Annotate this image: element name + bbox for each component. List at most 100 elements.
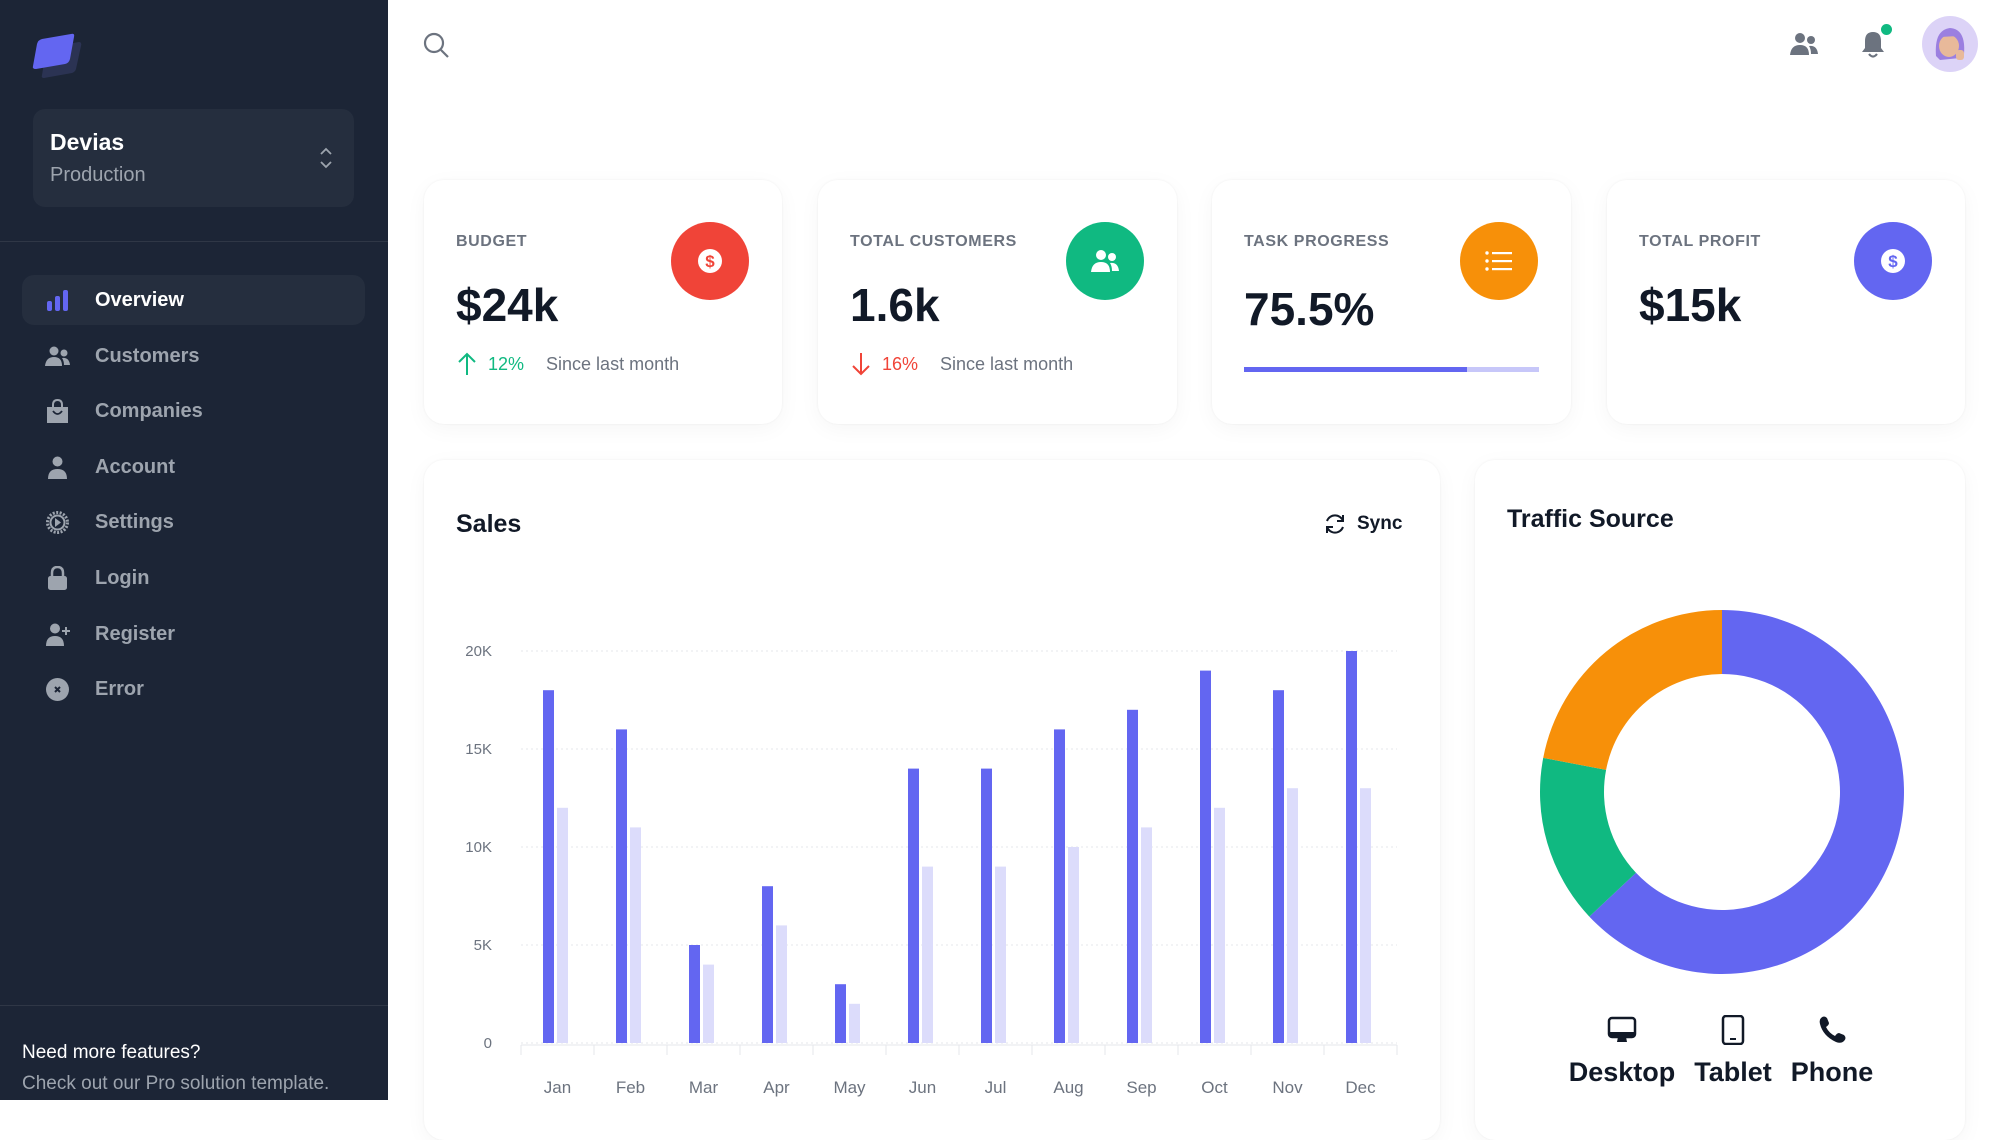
bar-jun-series-2 bbox=[922, 866, 933, 1043]
task-progress-bar bbox=[1244, 367, 1539, 372]
sidebar-item-account[interactable]: Account bbox=[22, 442, 365, 492]
x-tick-label: Feb bbox=[616, 1078, 645, 1097]
sidebar-item-overview[interactable]: Overview bbox=[22, 275, 365, 325]
desktop-icon bbox=[1607, 1016, 1637, 1042]
y-tick-label: 5K bbox=[474, 937, 492, 954]
workspace-switcher[interactable]: Devias Production bbox=[33, 109, 354, 207]
stat-trend: 16% Since last month bbox=[850, 352, 1073, 376]
users-icon bbox=[1091, 250, 1119, 272]
stat-label: TOTAL PROFIT bbox=[1639, 233, 1761, 250]
bar-sep-series-2 bbox=[1141, 827, 1152, 1043]
sync-label: Sync bbox=[1357, 513, 1403, 534]
sidebar-item-error[interactable]: Error bbox=[22, 664, 365, 714]
stat-icon-badge bbox=[1460, 222, 1538, 300]
y-tick-label: 15K bbox=[465, 741, 492, 758]
devias-logo-icon[interactable] bbox=[32, 33, 82, 81]
x-tick-label: Jun bbox=[909, 1078, 936, 1097]
donut-slice-phone bbox=[1543, 610, 1722, 770]
trend-caption: Since last month bbox=[940, 353, 1074, 374]
arrow-up-icon bbox=[458, 352, 476, 375]
bar-feb-series-2 bbox=[630, 827, 641, 1043]
sidebar-item-settings[interactable]: Settings bbox=[22, 497, 365, 547]
sidebar-item-register[interactable]: Register bbox=[22, 609, 365, 659]
bar-aug-series-1 bbox=[1054, 729, 1065, 1043]
sidebar: Devias Production Overview Customers Com… bbox=[0, 0, 388, 1100]
x-circle-icon bbox=[46, 678, 69, 701]
legend-desktop: Desktop bbox=[1567, 1015, 1677, 1088]
bar-jan-series-2 bbox=[557, 807, 568, 1043]
tablet-icon bbox=[1721, 1015, 1745, 1045]
sidebar-item-label: Companies bbox=[95, 399, 203, 422]
traffic-donut-chart bbox=[1540, 610, 1904, 974]
budget-card: BUDGET $24k $ 12% Since last month bbox=[424, 180, 782, 424]
users-icon[interactable] bbox=[1790, 31, 1818, 57]
search-icon[interactable] bbox=[422, 31, 450, 59]
bar-dec-series-1 bbox=[1346, 651, 1357, 1043]
workspace-environment: Production bbox=[50, 164, 146, 186]
bar-aug-series-2 bbox=[1068, 847, 1079, 1043]
workspace-name: Devias bbox=[50, 129, 125, 155]
x-tick-label: Dec bbox=[1345, 1078, 1376, 1097]
bar-oct-series-2 bbox=[1214, 807, 1225, 1043]
chevron-up-down-icon bbox=[320, 147, 332, 169]
y-tick-label: 0 bbox=[484, 1035, 492, 1052]
bar-apr-series-1 bbox=[762, 886, 773, 1043]
currency-dollar-icon: $ bbox=[1881, 249, 1905, 273]
legend-phone: Phone bbox=[1777, 1015, 1887, 1088]
bar-mar-series-1 bbox=[689, 945, 700, 1043]
y-tick-label: 20K bbox=[465, 643, 492, 660]
bar-sep-series-1 bbox=[1127, 709, 1138, 1043]
legend-tablet: Tablet bbox=[1678, 1015, 1788, 1088]
sidebar-item-login[interactable]: Login bbox=[22, 553, 365, 603]
svg-text:$: $ bbox=[705, 252, 715, 271]
sales-bar-chart: 0 5K 10K 15K 20K Jan Feb Mar Apr May Jun Jul Aug Sep O… bbox=[465, 643, 1398, 1097]
currency-dollar-icon: $ bbox=[698, 249, 722, 273]
bar-mar-series-2 bbox=[703, 964, 714, 1043]
stat-icon-badge bbox=[1066, 222, 1144, 300]
list-icon bbox=[1485, 251, 1512, 271]
x-tick-label: Jul bbox=[985, 1078, 1007, 1097]
total-profit-card: TOTAL PROFIT $15k $ bbox=[1607, 180, 1965, 424]
sidebar-item-label: Overview bbox=[95, 288, 184, 311]
traffic-source-card: Traffic Source Desktop Tablet Phone bbox=[1475, 460, 1965, 1140]
sales-title: Sales bbox=[456, 510, 522, 538]
sidebar-item-companies[interactable]: Companies bbox=[22, 386, 365, 436]
shopping-bag-icon bbox=[47, 399, 68, 423]
trend-caption: Since last month bbox=[546, 353, 680, 374]
chart-bar-icon bbox=[47, 290, 68, 311]
stat-value: $24k bbox=[456, 279, 559, 331]
donut-slice-tablet bbox=[1540, 757, 1636, 917]
avatar[interactable] bbox=[1922, 16, 1978, 72]
traffic-title: Traffic Source bbox=[1507, 505, 1674, 533]
x-tick-label: Oct bbox=[1201, 1078, 1228, 1097]
stat-value: $15k bbox=[1639, 279, 1742, 331]
sidebar-item-customers[interactable]: Customers bbox=[22, 331, 365, 381]
bell-icon bbox=[1862, 32, 1884, 58]
legend-label: Phone bbox=[1790, 1057, 1874, 1087]
promo-link[interactable]: Check out our Pro solution template. bbox=[22, 1073, 330, 1094]
bar-dec-series-2 bbox=[1360, 788, 1371, 1043]
bar-may-series-1 bbox=[835, 984, 846, 1043]
x-tick-label: Apr bbox=[763, 1078, 790, 1097]
bar-apr-series-2 bbox=[776, 925, 787, 1043]
sidebar-item-label: Error bbox=[95, 677, 144, 700]
trend-percent: 16% bbox=[882, 353, 919, 374]
x-tick-label: May bbox=[833, 1078, 866, 1097]
sidebar-item-label: Register bbox=[95, 622, 176, 645]
notification-badge bbox=[1881, 24, 1892, 35]
x-tick-label: Nov bbox=[1272, 1078, 1303, 1097]
stat-icon-badge: $ bbox=[671, 222, 749, 300]
promo-title: Need more features? bbox=[22, 1042, 201, 1063]
sidebar-item-label: Customers bbox=[95, 344, 200, 367]
sync-button[interactable]: Sync bbox=[1323, 512, 1402, 536]
notifications-button[interactable] bbox=[1860, 24, 1900, 62]
legend-label: Desktop bbox=[1568, 1057, 1676, 1087]
bar-jun-series-1 bbox=[908, 768, 919, 1043]
stat-trend: 12% Since last month bbox=[456, 352, 679, 376]
stat-label: BUDGET bbox=[456, 233, 528, 250]
bar-jan-series-1 bbox=[543, 690, 554, 1043]
x-tick-label: Mar bbox=[689, 1078, 719, 1097]
legend-label: Tablet bbox=[1694, 1057, 1772, 1087]
stat-value: 75.5% bbox=[1244, 283, 1375, 335]
stat-label: TASK PROGRESS bbox=[1244, 233, 1390, 250]
